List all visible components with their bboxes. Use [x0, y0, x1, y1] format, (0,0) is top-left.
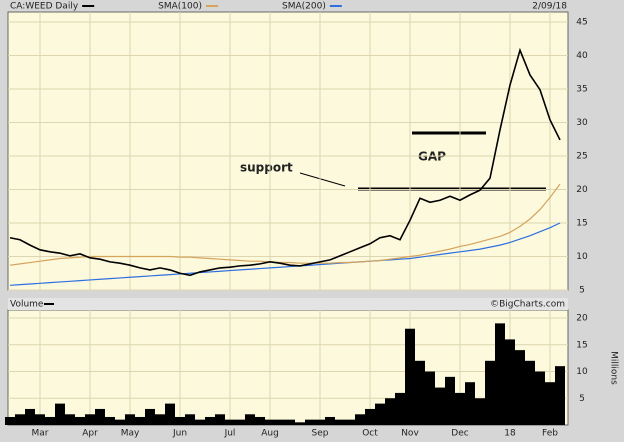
volume-bar [315, 419, 325, 425]
volume-bar [115, 419, 125, 425]
y-tick-label: 15 [576, 219, 587, 229]
volume-bar [535, 371, 545, 425]
y-tick-label: 10 [576, 367, 588, 377]
volume-bar [95, 408, 105, 425]
volume-axis-label: Millions [609, 351, 619, 385]
volume-bar [435, 387, 445, 425]
x-tick-label: Aug [261, 429, 279, 439]
volume-bar [305, 419, 315, 425]
volume-bar [405, 328, 415, 425]
x-tick-label: Nov [401, 429, 419, 439]
y-tick-label: 25 [576, 152, 587, 162]
volume-bar [205, 416, 215, 425]
volume-bar [515, 350, 525, 425]
y-tick-label: 40 [576, 51, 588, 61]
volume-bar [455, 392, 465, 425]
x-tick-label: Jun [172, 429, 187, 439]
legend-label: CA:WEED Daily [10, 2, 79, 12]
series-line [9, 183, 561, 266]
volume-bar [385, 398, 395, 425]
y-tick-label: 15 [576, 340, 587, 350]
volume-bar [15, 414, 25, 425]
volume-bar [155, 414, 165, 425]
x-tick-label: Mar [32, 429, 49, 439]
date: 2/09/18 [532, 2, 567, 12]
volume-bar [245, 414, 255, 425]
volume-bar [85, 414, 95, 425]
volume-bar [135, 416, 145, 425]
y-tick-label: 30 [576, 118, 588, 128]
volume-bar [445, 376, 455, 425]
x-tick-label: Apr [82, 429, 98, 439]
volume-bar [485, 360, 495, 425]
volume-bar [275, 419, 285, 425]
volume-bar [425, 371, 435, 425]
volume-bar [145, 408, 155, 425]
y-tick-label: 20 [576, 185, 588, 195]
x-tick-label: Feb [542, 429, 558, 439]
volume-bar [215, 414, 225, 425]
volume-bar [475, 398, 485, 425]
volume-bar [65, 414, 75, 425]
x-tick-label: Dec [451, 429, 468, 439]
volume-bar [325, 416, 335, 425]
y-tick-label: 10 [576, 252, 588, 262]
y-tick-label: 20 [576, 314, 588, 324]
volume-bar [25, 408, 35, 425]
x-tick-label: May [121, 429, 140, 439]
volume-bar [105, 416, 115, 425]
volume-bar [555, 366, 565, 425]
volume-bar [355, 414, 365, 425]
volume-bar [395, 392, 405, 425]
volume-bar [335, 419, 345, 425]
volume-bar [75, 416, 85, 425]
volume-bar [235, 419, 245, 425]
annotation: support [240, 161, 293, 175]
volume-bar [495, 323, 505, 425]
plot: 5 10 15 20 25 30 35 40 45 5 10 15 20 Mar Apr May Jun Jul A… [5, 2, 588, 439]
volume-bar [45, 416, 55, 425]
volume-bar [505, 339, 515, 425]
y-tick-label: 35 [576, 85, 587, 95]
y-tick-label: 5 [579, 286, 585, 296]
legend-label: SMA(100) [158, 2, 202, 12]
volume-bar [265, 419, 275, 425]
x-tick-label: 18 [504, 429, 516, 439]
volume-bar [5, 416, 15, 425]
volume-header [8, 298, 568, 310]
volume-bar [175, 416, 185, 425]
volume-bar [35, 414, 45, 425]
volume-bar [465, 382, 475, 425]
volume-bar [375, 403, 385, 425]
volume-bar [255, 416, 265, 425]
x-tick-label: Jul [224, 429, 236, 439]
volume-bar [415, 360, 425, 425]
volume-bar [195, 419, 205, 425]
volume-bar [345, 419, 355, 425]
volume-bar [165, 403, 175, 425]
volume-bar [225, 419, 235, 425]
x-tick-label: Sep [312, 429, 329, 439]
volume-title: Volume [10, 300, 44, 310]
volume-bar [185, 414, 195, 425]
series-line [9, 47, 561, 277]
volume-bar [125, 414, 135, 425]
volume-bar [55, 403, 65, 425]
volume-bar [365, 408, 375, 425]
x-tick-label: Oct [362, 429, 378, 439]
volume-bar [295, 422, 305, 425]
credit: ©BigCharts.com [490, 300, 565, 310]
y-tick-label: 5 [579, 394, 585, 404]
y-tick-label: 45 [576, 18, 587, 28]
annotation-pointer [299, 172, 346, 187]
legend-label: SMA(200) [282, 2, 326, 12]
volume-bar [285, 419, 295, 425]
series-line [9, 222, 561, 286]
volume-bar [525, 360, 535, 425]
volume-bar [545, 382, 555, 425]
